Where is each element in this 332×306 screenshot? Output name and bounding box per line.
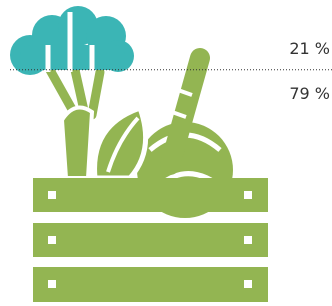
nail <box>244 280 252 288</box>
green-part <box>33 58 268 302</box>
chart: 21 % 79 % <box>0 0 332 306</box>
nail <box>48 280 56 288</box>
nail <box>48 191 56 199</box>
nail <box>48 236 56 244</box>
value-label: 21 % <box>289 39 330 58</box>
teal-part <box>10 6 134 75</box>
crate-slat <box>33 223 268 257</box>
carrot-left <box>62 108 92 179</box>
nail <box>244 236 252 244</box>
crate-slat <box>33 178 268 212</box>
nail <box>244 191 252 199</box>
value-label: 79 % <box>289 84 330 103</box>
crate-slat <box>33 267 268 302</box>
